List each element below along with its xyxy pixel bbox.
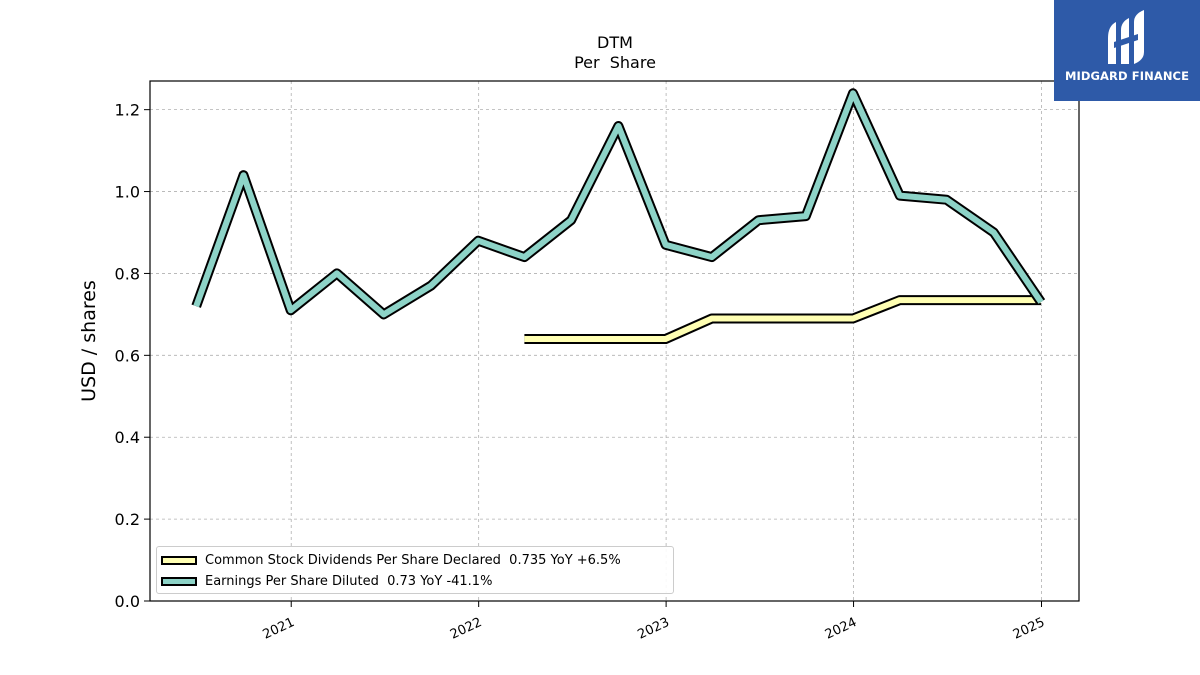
chart-subtitle: Per Share bbox=[574, 53, 656, 72]
x-tick-label: 2021 bbox=[261, 615, 297, 643]
y-axis-ticks: 0.0 0.2 0.4 0.6 0.8 1.0 1.2 bbox=[115, 101, 150, 611]
logo-text: MIDGARD FINANCE bbox=[1064, 69, 1190, 83]
y-tick-label: 1.0 bbox=[115, 183, 140, 202]
y-tick-label: 0.2 bbox=[115, 510, 140, 529]
grid bbox=[150, 81, 1079, 601]
legend-swatch-eps bbox=[161, 576, 197, 586]
legend: Common Stock Dividends Per Share Declare… bbox=[156, 546, 674, 594]
x-tick-label: 2022 bbox=[448, 615, 484, 643]
series-layer bbox=[191, 88, 1046, 344]
y-tick-label: 0.4 bbox=[115, 428, 140, 447]
series-line bbox=[193, 90, 1044, 318]
y-tick-label: 1.2 bbox=[115, 101, 140, 120]
chart-title: DTM bbox=[597, 33, 633, 52]
legend-label-eps: Earnings Per Share Diluted 0.73 YoY -41.… bbox=[205, 573, 493, 589]
legend-swatch-dividends bbox=[161, 555, 197, 565]
brand-logo: MIDGARD FINANCE bbox=[1054, 0, 1200, 101]
x-tick-label: 2023 bbox=[635, 615, 671, 643]
series-0 bbox=[524, 295, 1042, 344]
logo-mark-icon bbox=[1108, 10, 1144, 64]
legend-item-eps: Earnings Per Share Diluted 0.73 YoY -41.… bbox=[161, 572, 492, 590]
x-tick-label: 2025 bbox=[1011, 615, 1047, 643]
y-axis-label: USD / shares bbox=[78, 280, 100, 402]
y-tick-label: 0.6 bbox=[115, 346, 140, 365]
y-tick-label: 0.8 bbox=[115, 264, 140, 283]
series-1 bbox=[191, 88, 1046, 320]
x-tick-label: 2024 bbox=[823, 615, 859, 643]
series-line bbox=[524, 297, 1041, 342]
plot-frame bbox=[149, 80, 1080, 602]
legend-label-dividends: Common Stock Dividends Per Share Declare… bbox=[205, 552, 621, 568]
x-axis-ticks: 2021 2022 2023 2024 2025 bbox=[261, 601, 1047, 643]
legend-item-dividends: Common Stock Dividends Per Share Declare… bbox=[161, 551, 621, 569]
y-tick-label: 0.0 bbox=[115, 592, 140, 611]
